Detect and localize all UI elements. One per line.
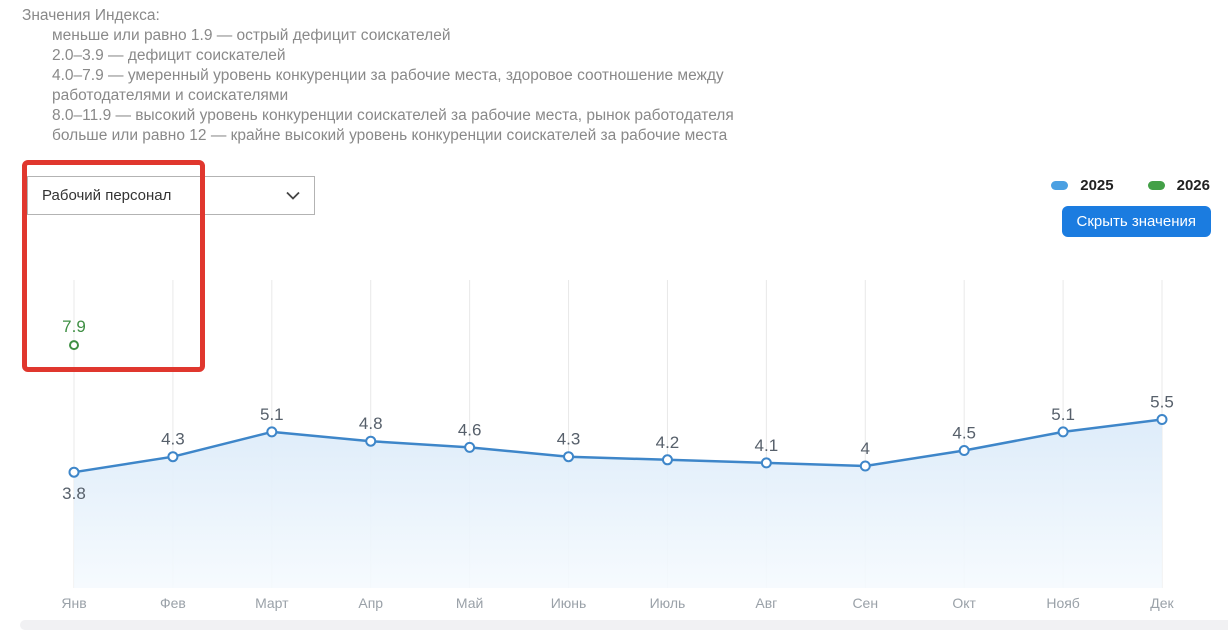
data-point-2025[interactable] [167,451,179,463]
value-label: 5.5 [1150,393,1174,412]
month-label: Янв [61,595,86,611]
chevron-down-icon [286,191,300,200]
trend-line-2025 [73,418,1163,474]
value-label: 5.1 [1051,405,1075,424]
month-label: Апр [358,595,383,611]
index-note: больше или равно 12 — крайне высокий уро… [52,127,728,144]
index-note: 8.0–11.9 — высокий уровень конкуренции с… [52,107,734,124]
area-fill [74,419,1162,588]
value-label: 4.2 [656,433,680,452]
legend-label: 2025 [1080,177,1114,194]
value-label: 4.1 [755,436,779,455]
value-label: 4 [861,439,870,458]
legend-item-2025[interactable]: 2025 [1051,177,1114,194]
index-legend-items: меньше или равно 1.9 — острый дефицит со… [52,26,742,146]
data-point-2025[interactable] [1057,426,1069,438]
value-label: 4.5 [952,424,976,443]
index-note: 4.0–7.9 — умеренный уровень конкуренции … [52,67,724,104]
x-axis-labels: Янв Фев Март Апр Май Июнь Июль Авг Сен Окт Нояб Дек [61,595,1174,611]
value-label: 4.8 [359,414,383,433]
month-label: Фев [160,595,186,611]
month-label: Март [255,595,289,611]
value-label: 5.1 [260,405,284,424]
index-legend-title: Значения Индекса: [22,7,160,24]
value-label: 3.8 [62,484,86,503]
data-point-2025[interactable] [464,441,476,453]
data-point-2025[interactable] [859,460,871,472]
month-label: Июль [650,595,686,611]
data-point-2026[interactable] [69,340,79,351]
data-point-2025[interactable] [266,426,278,438]
value-label: 4.3 [161,430,185,449]
chart-series: 3.8 4.3 5.1 4.8 4.6 4.3 4.2 4.1 4 4.5 5.1 5.5 7.9 [62,317,1174,588]
data-point-2025[interactable] [365,435,377,447]
legend-swatch [1051,181,1069,190]
month-label: Сен [852,595,878,611]
data-point-2025[interactable] [563,451,575,463]
legend-item-2026[interactable]: 2026 [1147,177,1210,194]
horizontal-scrollbar[interactable] [20,620,1228,630]
month-label: Авг [755,595,777,611]
legend-label: 2026 [1176,177,1210,194]
hide-values-button[interactable]: Скрыть значения [1061,206,1211,237]
data-point-2025[interactable] [661,454,673,466]
value-label: 4.6 [458,420,482,439]
month-label: Май [456,595,483,611]
month-label: Нояб [1046,595,1080,611]
profession-select[interactable]: Рабочий персонал [27,176,315,215]
data-point-2025[interactable] [68,466,80,478]
month-label: Окт [952,595,976,611]
data-point-2025[interactable] [760,457,772,469]
index-note: 2.0–3.9 — дефицит соискателей [52,47,286,64]
index-legend-notes: Значения Индекса: меньше или равно 1.9 —… [22,6,762,146]
month-label: Дек [1150,595,1174,611]
data-point-2025[interactable] [958,445,970,456]
legend-swatch [1147,181,1165,190]
data-point-2025[interactable] [1156,414,1168,425]
index-note: меньше или равно 1.9 — острый дефицит со… [52,27,451,44]
month-label: Июнь [551,595,587,611]
chart-legend: 2025 2026 [1051,177,1210,194]
value-label: 4.3 [557,430,581,449]
profession-select-value: Рабочий персонал [42,187,172,204]
value-label-2026: 7.9 [62,317,86,336]
